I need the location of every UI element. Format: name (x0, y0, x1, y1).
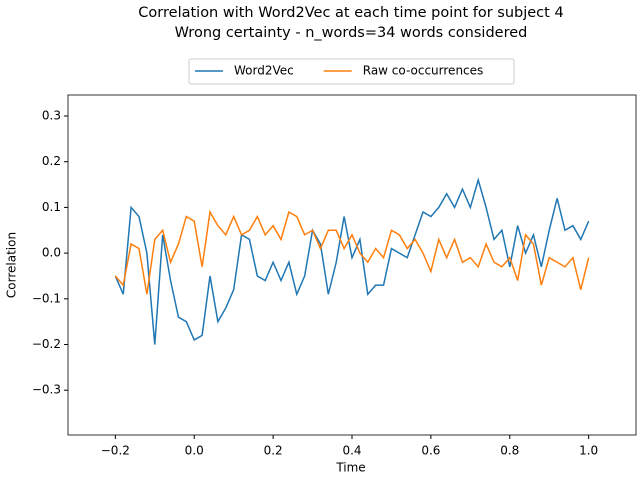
series-line (114, 209, 590, 295)
chart-title: Correlation with Word2Vec at each time p… (138, 5, 563, 21)
y-tick-label: −0.3 (32, 383, 61, 397)
series-line (114, 177, 590, 345)
x-tick-label: 0.8 (500, 444, 519, 458)
y-axis-label: Correlation (5, 232, 19, 298)
x-tick-label: 0.4 (342, 444, 361, 458)
x-tick-label: 0.2 (264, 444, 283, 458)
y-tick-label: 0.0 (42, 246, 61, 260)
y-tick-label: 0.2 (42, 154, 61, 168)
y-tick-label: 0.3 (42, 109, 61, 123)
x-tick-label: 0.0 (185, 444, 204, 458)
y-tick-label: 0.1 (42, 200, 61, 214)
x-tick-label: 1.0 (579, 444, 598, 458)
y-tick-label: −0.1 (32, 291, 61, 305)
x-axis-label: Time (335, 461, 365, 475)
chart-subtitle: Wrong certainty - n_words=34 words consi… (175, 25, 528, 41)
legend-label: Raw co-occurrences (363, 64, 484, 78)
legend-label: Word2Vec (234, 64, 294, 78)
x-tick-label: 0.6 (421, 444, 440, 458)
x-tick-label: −0.2 (101, 444, 130, 458)
y-tick-label: −0.2 (32, 337, 61, 351)
plot-frame (67, 94, 637, 436)
